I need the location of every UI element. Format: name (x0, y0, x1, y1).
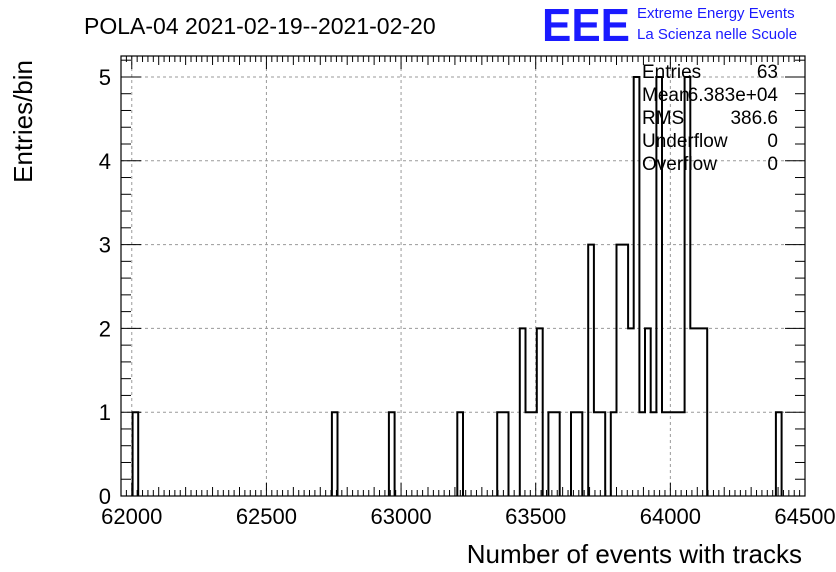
plot-frame (120, 55, 806, 497)
axis-ticks (120, 56, 806, 497)
histogram-bar (554, 412, 560, 496)
histogram-bar (639, 412, 645, 496)
histogram-bar (588, 245, 594, 496)
logo-letters: EEE (542, 0, 630, 51)
histogram-bar (645, 328, 651, 496)
histogram-bar (628, 328, 634, 496)
histogram-bar (577, 412, 583, 496)
tick-labels: 62000 62500 63000 63500 64000 64500 0 1 2 3 4 5 (99, 65, 836, 529)
y-tick-label: 2 (99, 316, 111, 341)
histogram-bar (594, 412, 600, 496)
stats-box: Entries 63 Mean 6.383e+04 RMS 386.6 Unde… (642, 62, 778, 175)
x-tick-label: 64500 (774, 504, 835, 529)
stats-rms-label: RMS (642, 108, 684, 129)
y-tick-label: 4 (99, 149, 111, 174)
histogram-bar (457, 412, 463, 496)
x-axis-label: Number of events with tracks (467, 539, 802, 569)
histogram-bar (685, 77, 691, 496)
histogram-bar (622, 245, 628, 496)
stats-underflow-value: 0 (767, 131, 778, 152)
stats-rms-value: 386.6 (730, 108, 778, 129)
y-axis-label: Entries/bin (8, 60, 38, 183)
logo-line1: Extreme Energy Events (637, 5, 795, 22)
histogram-bar (776, 412, 782, 496)
y-tick-label: 1 (99, 400, 111, 425)
histogram-bar (600, 412, 606, 496)
histogram-bar (651, 412, 657, 496)
eee-logo: EEE Extreme Energy Events La Scienza nel… (542, 0, 797, 51)
histogram-bar (548, 412, 554, 496)
histogram-bar (634, 77, 640, 496)
x-tick-label: 62500 (236, 504, 297, 529)
x-tick-label: 64000 (640, 504, 701, 529)
stats-overflow-value: 0 (767, 154, 778, 175)
logo-line2: La Scienza nelle Scuole (637, 26, 797, 43)
histogram-bar (656, 77, 662, 496)
histogram-bar (673, 412, 679, 496)
stats-overflow-label: Overflow (642, 154, 717, 175)
histogram-bar (503, 412, 509, 496)
x-tick-label: 62000 (101, 504, 162, 529)
histogram-bar (679, 412, 685, 496)
y-tick-label: 5 (99, 65, 111, 90)
histogram-bar (611, 412, 617, 496)
x-tick-label: 63000 (370, 504, 431, 529)
histogram-bar (133, 412, 139, 496)
histogram-bar (616, 245, 622, 496)
histogram-bar (389, 412, 395, 496)
histogram-bar (696, 328, 702, 496)
histogram-bar (702, 328, 708, 496)
histogram-bar (520, 328, 526, 496)
stats-entries-value: 63 (757, 62, 778, 83)
histogram-bar (571, 412, 577, 496)
y-tick-label: 3 (99, 233, 111, 258)
y-tick-label: 0 (99, 484, 111, 509)
stats-mean-label: Mean (642, 85, 690, 106)
histogram-bar (531, 412, 537, 496)
histogram-bar (537, 328, 543, 496)
histogram-bar (668, 412, 674, 496)
histogram-bar (662, 412, 668, 496)
histogram-bar (497, 412, 503, 496)
x-tick-label: 63500 (505, 504, 566, 529)
stats-mean-value: 6.383e+04 (688, 85, 779, 106)
histogram-bar (525, 412, 531, 496)
histogram-bar (332, 412, 338, 496)
stats-underflow-label: Underflow (642, 131, 728, 152)
histogram-bar (690, 328, 696, 496)
stats-entries-label: Entries (642, 62, 701, 83)
chart-title: POLA-04 2021-02-19--2021-02-20 (84, 13, 436, 39)
